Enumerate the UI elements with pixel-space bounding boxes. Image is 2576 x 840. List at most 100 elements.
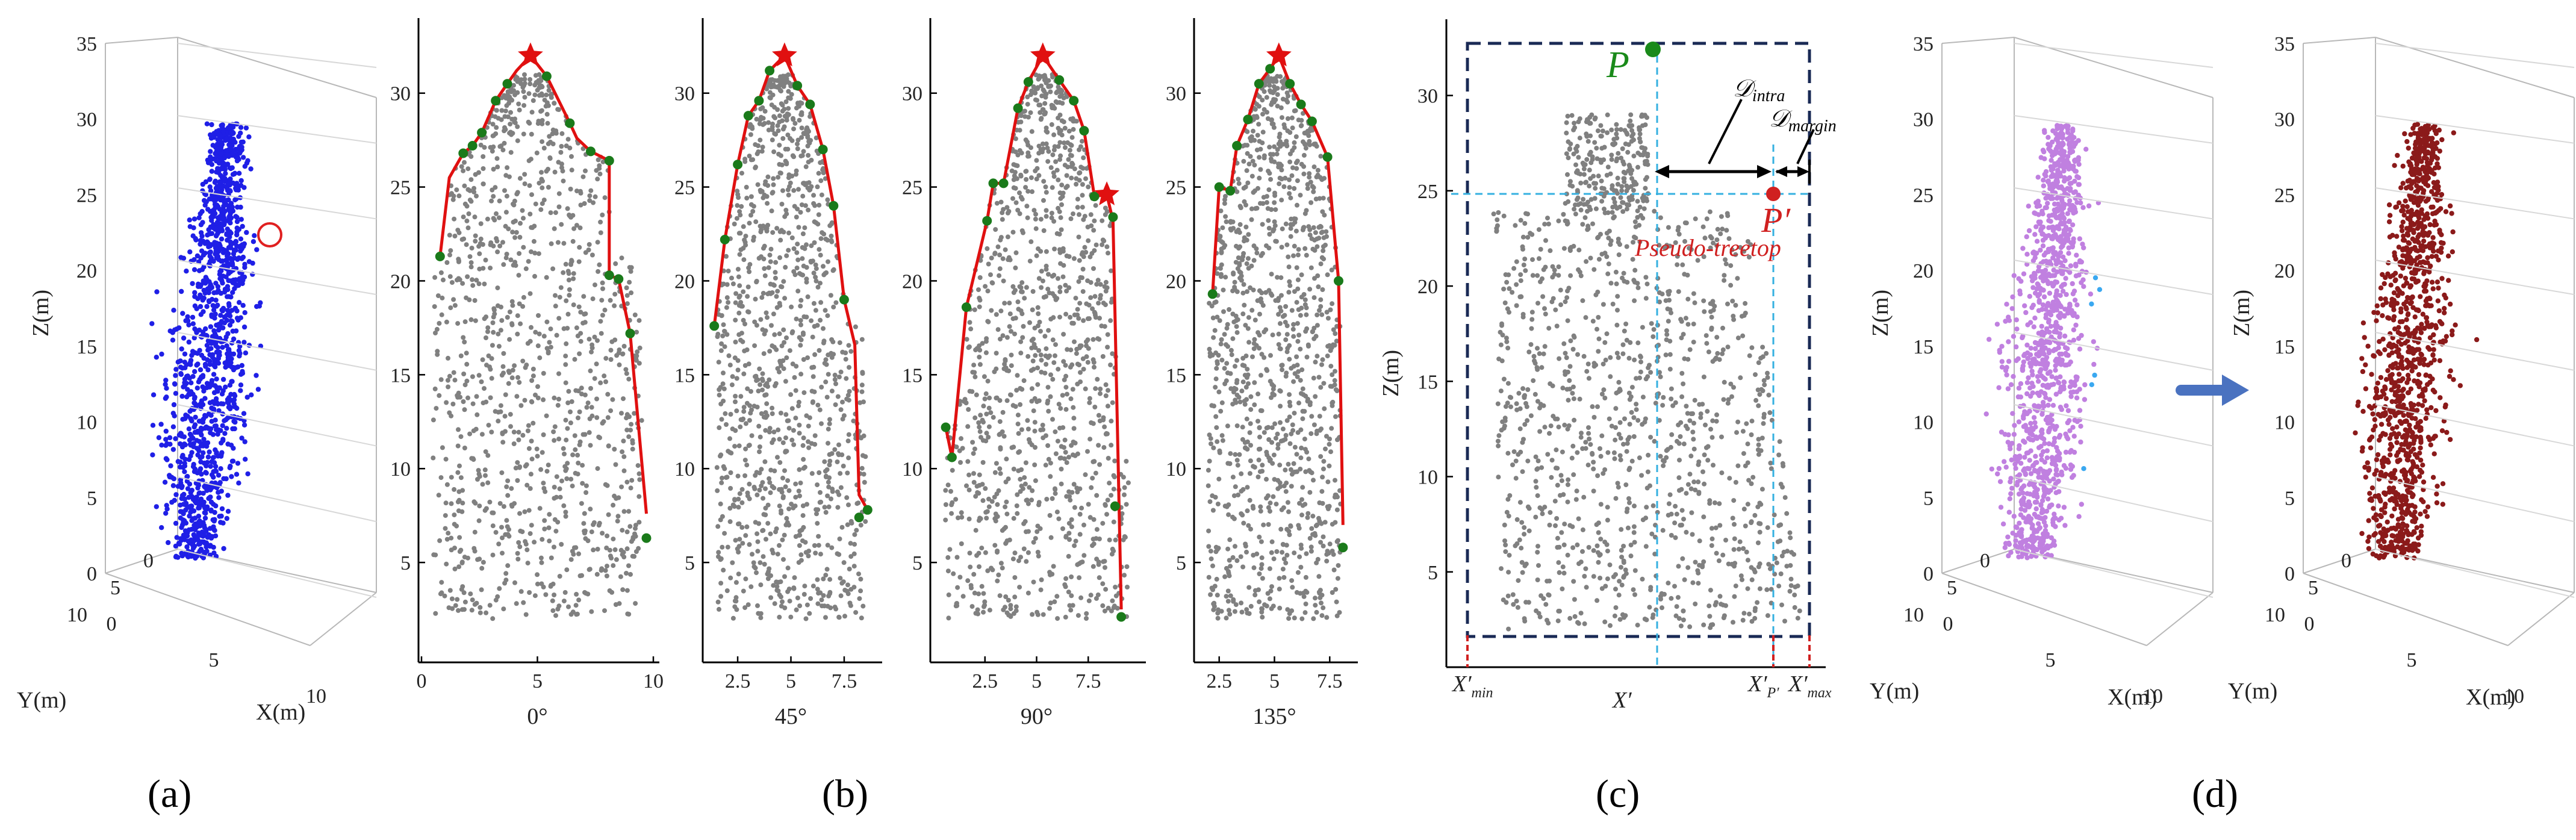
panel-b-point <box>452 216 457 222</box>
panel-b-point <box>786 488 792 493</box>
panel-b-point <box>1103 565 1107 570</box>
panel-b-point <box>983 509 989 515</box>
panel-b-hull-point <box>982 216 992 226</box>
panel-b-point <box>455 443 461 449</box>
panel-b-point <box>1068 116 1074 122</box>
panel-b-point <box>533 73 538 78</box>
panel-b-point <box>796 187 801 192</box>
panel-b-point <box>822 361 827 366</box>
panel-b-point <box>838 471 843 476</box>
panel-a-point <box>187 441 193 447</box>
panel-b-point <box>823 509 829 515</box>
panel-b-point <box>532 250 538 256</box>
panel-b-point <box>797 603 803 609</box>
panel-b-point <box>512 580 517 585</box>
panel-b-point <box>770 343 775 349</box>
panel-b-point <box>1057 209 1062 214</box>
panel-b-point <box>1059 128 1063 133</box>
panel-a-point <box>179 366 185 371</box>
panel-a-point <box>159 351 164 357</box>
panel-b-point <box>837 340 842 346</box>
panel-b-point <box>805 185 810 191</box>
panel-b-point <box>1074 119 1079 124</box>
panel-b-point <box>810 583 816 589</box>
panel-b-point <box>1035 382 1041 387</box>
panel-b-point <box>968 564 973 570</box>
panel-b-point <box>545 120 550 126</box>
panel-b-point <box>798 552 804 558</box>
panel-b-point <box>564 466 569 471</box>
panel-b-point <box>532 92 538 98</box>
panel-b-point <box>541 371 546 376</box>
panel-a-point <box>252 233 257 238</box>
panel-b-point <box>835 505 841 510</box>
panel-b-point <box>1098 391 1103 396</box>
panel-b-point <box>1041 278 1045 284</box>
panel-b-point <box>797 431 802 436</box>
panel-b-point <box>747 481 752 487</box>
panel-b-point <box>815 482 820 488</box>
panel-b-point <box>827 223 833 228</box>
panel-b-point <box>825 543 830 548</box>
panel-b-point <box>1234 330 1240 335</box>
panel-b-point <box>527 291 533 296</box>
panel-b-point <box>795 596 800 600</box>
panel-b-point <box>717 393 722 398</box>
panel-b-point <box>983 550 988 555</box>
panel-b-point <box>515 79 520 84</box>
panel-b-point <box>801 456 806 462</box>
panel-b-point <box>1058 196 1063 201</box>
panel-b-point <box>450 402 456 406</box>
panel-b-point <box>1060 274 1066 279</box>
panel-b-point <box>1013 149 1018 155</box>
panel-b-point <box>782 468 787 473</box>
panel-b-point <box>819 597 824 603</box>
panel-a-point <box>216 490 221 495</box>
panel-b-point <box>746 265 751 270</box>
panel-b-point <box>750 157 756 163</box>
panel-b-point <box>994 350 999 356</box>
panel-b-point <box>1103 431 1109 437</box>
panel-b-point <box>600 286 605 291</box>
panel-b-point <box>737 283 742 288</box>
panel-b-point <box>1010 556 1016 562</box>
panel-b-point <box>518 589 524 594</box>
panel-a-point <box>245 158 250 163</box>
panel-b-point <box>614 557 619 562</box>
panel-b-point <box>835 394 841 399</box>
panel-b-point <box>1064 173 1069 178</box>
panel-b-y-tick-label: 30 <box>674 83 695 105</box>
panel-a-point <box>222 289 228 295</box>
panel-a-point <box>181 502 187 507</box>
panel-b-point <box>859 389 865 394</box>
panel-b-point <box>1244 168 1249 173</box>
panel-b-point <box>440 295 445 300</box>
panel-b-y-tick-label: 10 <box>390 458 411 481</box>
panel-b-point <box>1007 300 1012 306</box>
panel-a-point <box>228 351 234 357</box>
panel-a-point <box>202 505 208 511</box>
panel-b-point <box>742 473 748 478</box>
panel-b-point <box>1027 258 1033 264</box>
panel-b-point <box>1106 388 1110 393</box>
panel-b-point <box>777 358 783 364</box>
panel-b-point <box>457 535 462 540</box>
panel-b-point <box>461 214 466 220</box>
panel-a-point <box>187 553 193 559</box>
panel-b-point <box>455 499 461 505</box>
panel-a-point <box>205 459 210 465</box>
panel-b-point <box>470 401 476 406</box>
panel-b-point <box>1071 405 1076 410</box>
panel-b-point <box>1059 182 1065 188</box>
panel-a-point <box>214 427 219 432</box>
panel-b-point <box>739 487 745 492</box>
panel-a-point <box>169 499 175 505</box>
panel-b-point <box>997 266 1003 272</box>
panel-b-point <box>741 317 746 323</box>
panel-b-point <box>593 282 597 288</box>
panel-b-point <box>437 393 442 398</box>
panel-b-point <box>823 468 828 474</box>
panel-b-point <box>538 108 543 114</box>
panel-a-point <box>192 290 198 296</box>
panel-b-point <box>556 191 562 196</box>
